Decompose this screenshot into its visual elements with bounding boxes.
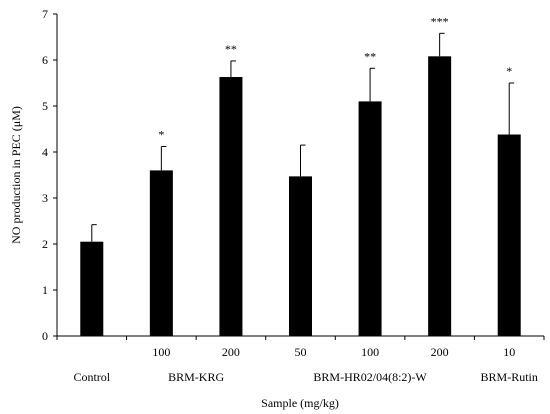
y-tick-label: 3: [42, 191, 48, 205]
bar: [497, 134, 521, 336]
bar: [289, 176, 312, 336]
y-tick-label: 0: [42, 329, 48, 343]
axes: 0 1 2 3 4 5 6 7: [42, 7, 545, 343]
dose-label: 100: [361, 345, 379, 359]
bar: [219, 77, 243, 337]
dose-label: 200: [431, 345, 449, 359]
y-tick-label: 6: [42, 53, 48, 67]
bar: [428, 56, 452, 336]
y-tick-label: 1: [42, 283, 48, 297]
bar: [80, 241, 104, 336]
group-label: BRM-Rutin: [481, 370, 538, 384]
significance-mark: ***: [431, 14, 449, 28]
group-label: Control: [73, 370, 110, 384]
y-tick-label: 2: [42, 237, 48, 251]
dose-label: 200: [222, 345, 240, 359]
bar: [358, 101, 382, 337]
significance-mark: **: [364, 49, 376, 63]
y-tick-label: 7: [42, 7, 48, 21]
group-label: BRM-KRG: [168, 370, 224, 384]
y-axis-title: NO production in PEC (μM): [9, 106, 23, 244]
significance-mark: **: [225, 42, 237, 56]
bar: [149, 170, 173, 336]
x-axis-title: Sample (mg/kg): [261, 396, 339, 410]
dose-label: 100: [152, 345, 170, 359]
bars: [80, 32, 521, 337]
group-label: BRM-HR02/04(8:2)-W: [313, 370, 427, 384]
significance-mark: *: [506, 64, 512, 78]
dose-label: 10: [503, 345, 515, 359]
y-tick-label: 5: [42, 99, 48, 113]
y-tick-label: 4: [42, 145, 48, 159]
significance-mark: *: [158, 127, 164, 141]
dose-label: 50: [295, 345, 307, 359]
labels: * 100 ** 200 50 ** 100 *** 200 * 10 Control BRM-KRG B…: [73, 14, 537, 384]
